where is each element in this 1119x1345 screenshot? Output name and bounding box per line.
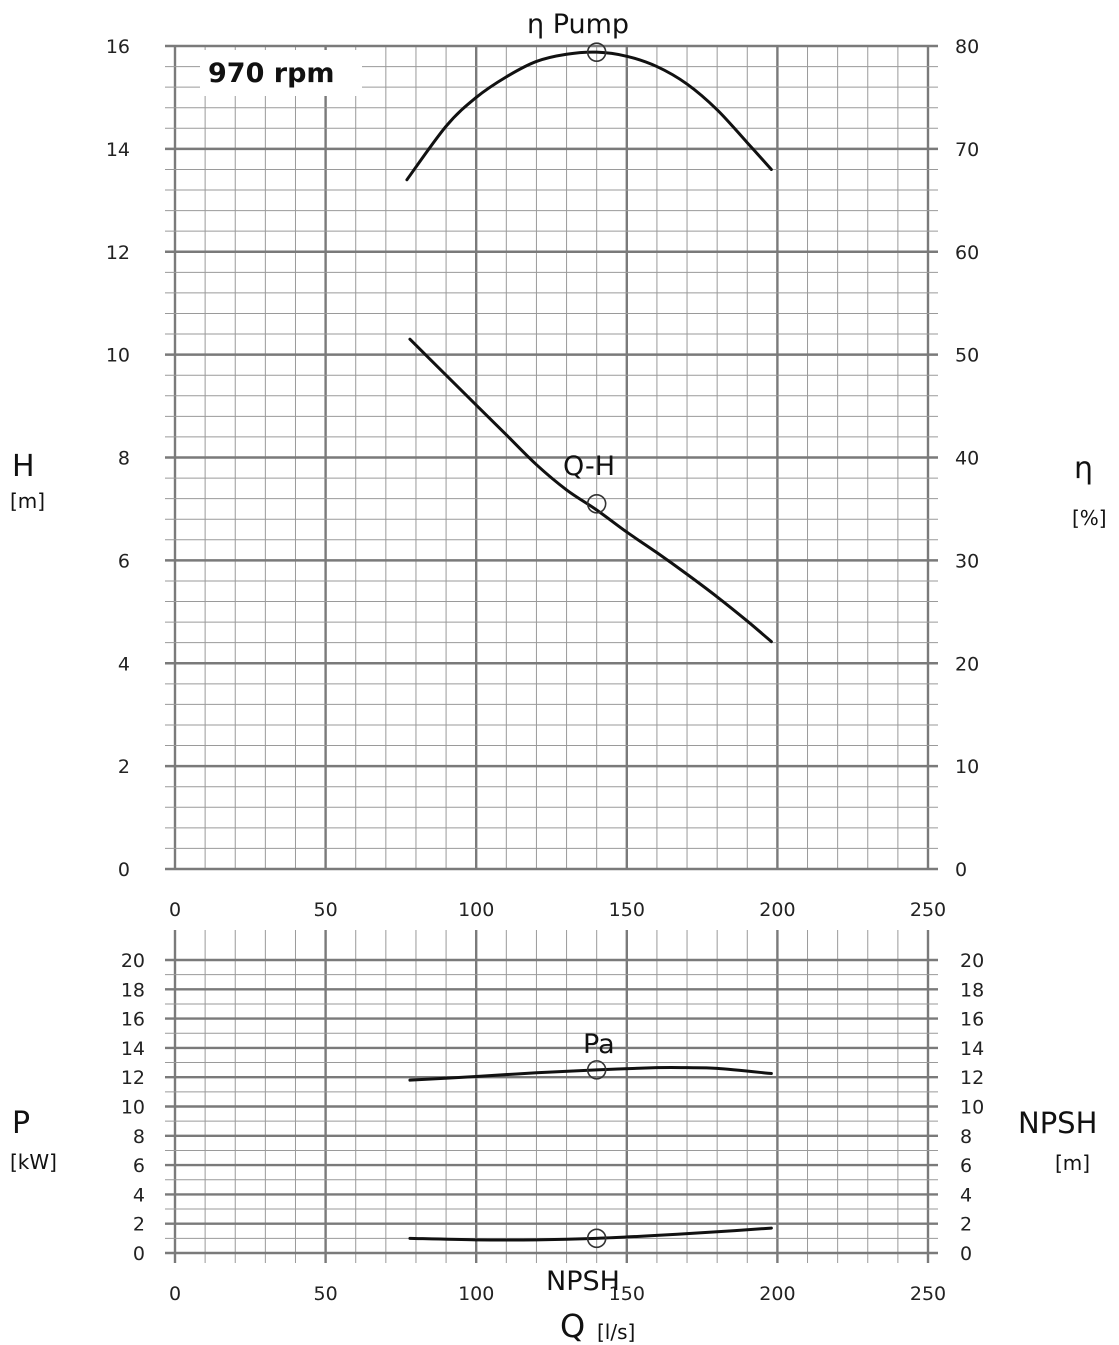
y-tick-label-npsh: 12 xyxy=(960,1067,984,1089)
y-tick-label-eta: 80 xyxy=(955,36,979,58)
q-h-curve xyxy=(408,337,773,644)
left-axis-unit-h: [m] xyxy=(10,489,45,513)
y-tick-label-npsh: 6 xyxy=(960,1155,972,1177)
y-tick-label-p: 20 xyxy=(121,950,145,972)
x-tick-label-bottom: 0 xyxy=(169,1283,181,1305)
y-tick-label-npsh: 18 xyxy=(960,979,984,1001)
x-tick-label-bottom: 150 xyxy=(609,1283,645,1305)
x-tick-label-bottom: 200 xyxy=(759,1283,795,1305)
y-tick-label-h: 6 xyxy=(118,550,130,572)
y-tick-label-eta: 70 xyxy=(955,139,979,161)
y-tick-label-npsh: 14 xyxy=(960,1038,984,1060)
npsh-marker xyxy=(586,1228,607,1249)
right-axis-label-eta: η xyxy=(1074,451,1093,486)
x-axis-label-q: Q xyxy=(560,1307,585,1345)
y-tick-label-p: 10 xyxy=(121,1097,145,1119)
y-tick-label-npsh: 16 xyxy=(960,1009,984,1031)
y-tick-label-h: 10 xyxy=(106,345,130,367)
pa-marker xyxy=(586,1060,607,1080)
x-axis-unit-q: [l/s] xyxy=(597,1320,635,1344)
y-tick-label-eta: 30 xyxy=(955,550,979,572)
right-axis-label-npsh: NPSH xyxy=(1018,1106,1097,1140)
speed-label-box xyxy=(200,50,362,96)
y-tick-label-p: 18 xyxy=(121,979,145,1001)
y-tick-label-h: 4 xyxy=(118,653,130,675)
y-tick-label-h: 2 xyxy=(118,756,130,778)
y-tick-label-npsh: 8 xyxy=(960,1126,972,1148)
right-axis-unit-npsh: [m] xyxy=(1055,1151,1090,1175)
x-tick-label-top: 150 xyxy=(609,899,645,921)
left-axis-unit-p: [kW] xyxy=(10,1150,57,1174)
y-tick-label-eta: 60 xyxy=(955,242,979,264)
y-tick-label-eta: 40 xyxy=(955,448,979,470)
left-axis-label-p: P xyxy=(12,1106,30,1141)
left-axis-label-h: H xyxy=(12,449,35,484)
bottom-chart-grid xyxy=(165,930,938,1263)
curve-label-pa: Pa xyxy=(583,1029,615,1060)
y-tick-label-eta: 50 xyxy=(955,345,979,367)
y-tick-label-p: 6 xyxy=(133,1155,145,1177)
x-tick-label-top: 0 xyxy=(169,899,181,921)
x-tick-label-bottom: 50 xyxy=(314,1283,338,1305)
y-tick-label-h: 12 xyxy=(106,242,130,264)
curve-label-npsh: NPSH xyxy=(546,1266,620,1297)
y-tick-label-p: 2 xyxy=(133,1214,145,1236)
y-tick-label-p: 16 xyxy=(121,1009,145,1031)
curves xyxy=(405,42,773,1249)
eta-pump-curve xyxy=(405,50,773,182)
y-tick-label-p: 12 xyxy=(121,1067,145,1089)
y-tick-label-eta: 0 xyxy=(955,859,967,881)
x-tick-label-bottom: 250 xyxy=(910,1283,946,1305)
y-tick-label-npsh: 2 xyxy=(960,1214,972,1236)
y-tick-label-h: 8 xyxy=(118,448,130,470)
eta-pump-marker xyxy=(586,42,607,62)
x-tick-label-top: 100 xyxy=(458,899,494,921)
curve-label-eta-pump: η Pump xyxy=(527,9,629,40)
y-tick-label-p: 14 xyxy=(121,1038,145,1060)
y-tick-label-npsh: 10 xyxy=(960,1097,984,1119)
pa-curve xyxy=(408,1065,773,1082)
x-tick-label-top: 250 xyxy=(910,899,946,921)
y-tick-label-npsh: 4 xyxy=(960,1184,972,1206)
y-tick-label-p: 4 xyxy=(133,1184,145,1206)
y-tick-label-h: 0 xyxy=(118,859,130,881)
x-tick-label-top: 50 xyxy=(314,899,338,921)
npsh-curve xyxy=(408,1226,773,1242)
y-tick-label-h: 16 xyxy=(106,36,130,58)
y-tick-label-npsh: 20 xyxy=(960,950,984,972)
y-tick-label-eta: 20 xyxy=(955,653,979,675)
right-axis-unit-eta: [%] xyxy=(1072,506,1107,530)
y-tick-label-p: 0 xyxy=(133,1243,145,1265)
top-chart-grid xyxy=(165,44,938,871)
y-tick-label-p: 8 xyxy=(133,1126,145,1148)
y-tick-label-h: 14 xyxy=(106,139,130,161)
curve-label-q-h: Q-H xyxy=(563,451,615,482)
q-h-marker xyxy=(586,493,607,514)
speed-label: 970 rpm xyxy=(208,58,335,89)
y-tick-label-eta: 10 xyxy=(955,756,979,778)
y-tick-label-npsh: 0 xyxy=(960,1243,972,1265)
x-tick-label-bottom: 100 xyxy=(458,1283,494,1305)
x-tick-label-top: 200 xyxy=(759,899,795,921)
